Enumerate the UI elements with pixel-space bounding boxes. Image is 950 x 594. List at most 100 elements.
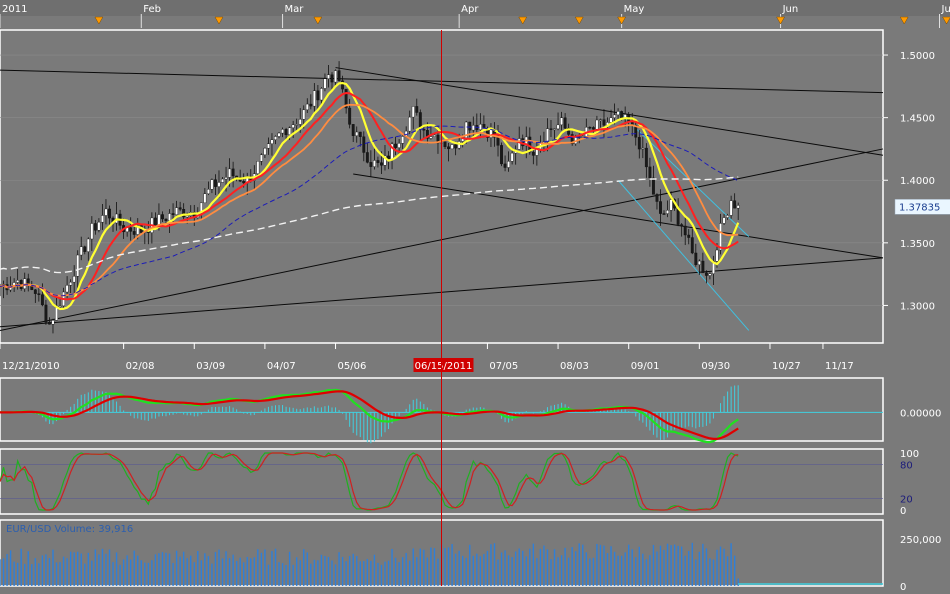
candle <box>90 223 94 240</box>
candle <box>362 136 366 153</box>
event-marker-icon[interactable] <box>574 16 584 25</box>
candle <box>680 224 684 227</box>
event-marker-icon[interactable] <box>94 16 104 25</box>
candle <box>376 160 380 163</box>
month-label: 2011 <box>2 4 27 15</box>
candle <box>281 129 284 134</box>
price-tick-label: 1.4500 <box>900 114 935 125</box>
date-label: 02/08 <box>126 361 155 372</box>
event-marker-icon[interactable] <box>942 16 950 25</box>
macd-signal-line <box>0 390 739 440</box>
trendline[interactable] <box>617 179 750 331</box>
candle <box>263 147 267 156</box>
candle <box>316 90 320 101</box>
stochastic-tick-label: 0 <box>900 506 906 517</box>
month-label: Jun <box>782 4 799 15</box>
candle <box>284 129 288 136</box>
candle <box>531 151 535 156</box>
candle <box>690 237 694 254</box>
stochastic-tick-label: 80 <box>900 460 913 471</box>
date-label: 08/03 <box>560 361 589 372</box>
price-tick-label: 1.3500 <box>900 239 935 250</box>
candle <box>365 152 369 163</box>
month-label: Feb <box>143 4 161 15</box>
candle <box>507 161 511 168</box>
candle <box>567 127 571 135</box>
event-markers[interactable] <box>94 16 950 25</box>
candle <box>641 147 645 150</box>
candle <box>666 210 669 214</box>
price-tick-label: 1.4000 <box>900 176 935 187</box>
candle <box>351 124 355 136</box>
date-label: 10/27 <box>772 361 801 372</box>
month-axis-strip <box>0 0 950 16</box>
candle <box>546 128 549 143</box>
candle <box>319 88 323 101</box>
candle <box>581 136 585 138</box>
candle <box>40 294 44 306</box>
event-marker-icon[interactable] <box>518 16 528 25</box>
event-marker-icon[interactable] <box>617 16 627 25</box>
candle <box>708 273 712 276</box>
month-label: Jul <box>941 4 950 15</box>
candle <box>288 127 292 136</box>
date-label: 09/30 <box>701 361 730 372</box>
month-label: May <box>624 4 645 15</box>
candle <box>221 178 224 183</box>
candle <box>729 200 733 216</box>
candle <box>79 246 83 256</box>
event-marker-icon[interactable] <box>899 16 909 25</box>
candle <box>510 152 514 162</box>
candle <box>443 141 447 147</box>
month-label: Apr <box>461 4 479 15</box>
volume-legend: EUR/USD Volume: 39,916 <box>6 524 133 535</box>
macd-indicator <box>0 385 883 444</box>
candle <box>454 144 458 149</box>
event-marker-icon[interactable] <box>313 16 323 25</box>
current-price-label: 1.37835 <box>899 202 940 213</box>
candle <box>659 201 662 214</box>
moving-average-200 <box>0 176 739 274</box>
candle <box>348 107 352 125</box>
candle <box>408 116 412 132</box>
date-label: 05/06 <box>338 361 367 372</box>
candle <box>58 305 62 308</box>
candle <box>570 134 574 144</box>
candle <box>602 119 606 126</box>
candle <box>425 130 429 139</box>
candle <box>309 103 313 107</box>
macd-axis: 0.00000 <box>900 408 941 419</box>
candle <box>256 161 260 174</box>
candle <box>715 249 719 262</box>
candle <box>341 80 345 90</box>
event-marker-icon[interactable] <box>776 16 786 25</box>
candle <box>185 215 189 218</box>
candle <box>616 111 620 116</box>
candle <box>295 124 299 126</box>
candle <box>242 181 246 184</box>
candle <box>549 128 553 130</box>
candle <box>556 124 560 130</box>
trendline[interactable] <box>335 67 884 156</box>
candle <box>553 128 556 131</box>
candle <box>312 90 316 107</box>
candle <box>206 189 210 194</box>
candle <box>609 117 613 123</box>
stochastic-d-line <box>0 452 739 511</box>
candle <box>37 293 41 295</box>
candle <box>726 215 730 218</box>
moving-average-slow <box>0 103 739 297</box>
candle <box>168 213 171 221</box>
price-tick-label: 1.5000 <box>900 51 935 62</box>
candle <box>372 160 376 167</box>
event-marker-icon[interactable] <box>214 16 224 25</box>
candle <box>595 119 599 130</box>
candle <box>394 143 398 148</box>
candle <box>334 70 337 83</box>
candle <box>429 136 433 139</box>
candle <box>76 254 80 277</box>
candle <box>471 125 475 131</box>
candle <box>224 177 228 180</box>
candle <box>330 74 334 83</box>
candle <box>517 138 521 150</box>
